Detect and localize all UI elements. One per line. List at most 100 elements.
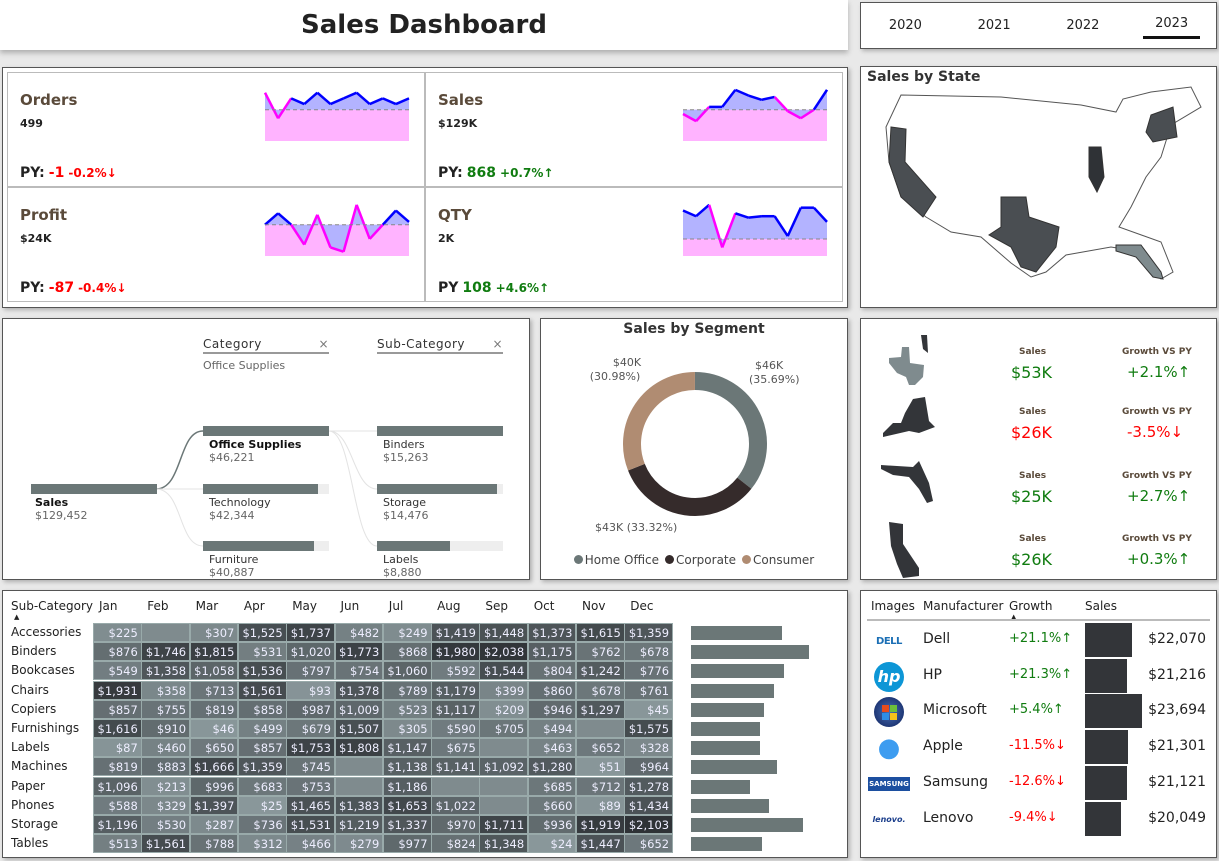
month-header-apr[interactable]: Apr — [243, 599, 265, 613]
matrix-cell: $1,092 — [479, 757, 529, 777]
row-label: Chairs — [11, 682, 49, 697]
matrix-cell — [479, 738, 529, 758]
column-header-manufacturer[interactable]: Manufacturer — [923, 599, 1004, 613]
kpi-cards: Orders 499 PY: -1 -0.2%↓ Sales $129K PY: 868 +0.7… — [2, 67, 848, 308]
legend-label: Home Office — [584, 553, 660, 567]
row-label: Copiers — [11, 701, 57, 716]
sales-by-segment: Sales by Segment $46K (35.69%) $43K (33.32… — [540, 318, 848, 580]
year-2020[interactable]: 2020 — [888, 18, 922, 33]
spark-segment — [761, 95, 775, 102]
month-header-dec[interactable]: Dec — [630, 599, 654, 613]
manufacturer-row[interactable]: Microsoft +5.4%↑ $23,694 — [861, 694, 1218, 730]
year-2023[interactable]: 2023 — [1143, 12, 1201, 39]
label-home-office-pct: (35.69%) — [749, 373, 800, 386]
manufacturer-row[interactable]: lenovo. Lenovo -9.4%↓ $20,049 — [861, 801, 1218, 838]
close-icon[interactable]: × — [318, 337, 329, 351]
manufacturer-name: HP — [923, 666, 942, 683]
label-corporate: $43K (33.32%) — [595, 521, 677, 534]
month-header-aug[interactable]: Aug — [437, 599, 461, 613]
manufacturer-sales: $23,694 — [1148, 702, 1206, 719]
matrix-cell: $789 — [382, 680, 432, 700]
matrix-cell: $93 — [286, 680, 335, 700]
spark-segment — [368, 223, 384, 240]
row-total-bar — [691, 818, 803, 832]
matrix-cell: $1,507 — [334, 719, 384, 738]
close-icon[interactable]: × — [492, 337, 503, 351]
column-header-sales[interactable]: Sales — [1085, 599, 1117, 613]
sort-ascending-icon: ▲ — [1011, 613, 1017, 621]
matrix-cell: $1,348 — [479, 834, 529, 854]
sales-root-bar[interactable] — [31, 484, 157, 494]
category-0-bar[interactable] — [203, 426, 329, 436]
legend-dot — [665, 555, 675, 564]
manufacturer-growth: +21.3%↑ — [1009, 666, 1073, 682]
manufacturer-row[interactable]: hp HP +21.3%↑ $21,216 — [861, 658, 1218, 695]
legend-item[interactable]: Consumer — [742, 553, 814, 567]
matrix-cell: $1,096 — [93, 776, 142, 796]
matrix-cell: $1,280 — [527, 757, 577, 777]
category-header[interactable]: Category × — [203, 337, 329, 354]
month-header-nov[interactable]: Nov — [582, 599, 606, 613]
growth-label: Growth VS PY — [1122, 534, 1192, 544]
subcategory-header[interactable]: Sub-Category × — [377, 337, 503, 354]
matrix-cell: $857 — [237, 738, 287, 758]
matrix-cell: $1,117 — [431, 699, 480, 719]
dashboard-title: Sales Dashboard — [0, 0, 848, 50]
row-total-bar — [691, 645, 809, 660]
row-total-bar — [691, 798, 769, 813]
row-total-bar — [691, 626, 782, 640]
matrix-cell: $776 — [624, 661, 674, 681]
matrix-cell: $1,358 — [141, 661, 191, 681]
row-label: Furnishings — [11, 721, 80, 735]
subcategory-2-bar[interactable] — [377, 541, 503, 551]
microsoft-logo-icon — [871, 697, 907, 728]
manufacturer-row[interactable]: DELL Dell +21.1%↑ $22,070 — [861, 623, 1218, 659]
py-delta: -87 — [48, 280, 75, 296]
matrix-cell: $705 — [479, 719, 529, 738]
manufacturer-row[interactable]: SAMSUNG Samsung -12.6%↓ $21,121 — [861, 765, 1218, 802]
month-header-mar[interactable]: Mar — [195, 599, 219, 613]
matrix-cell: $1,575 — [624, 719, 674, 738]
matrix-cell: $1,525 — [237, 623, 287, 642]
matrix-cell: $279 — [334, 834, 384, 854]
month-header-oct[interactable]: Oct — [533, 599, 555, 613]
month-header-sep[interactable]: Sep — [485, 599, 509, 613]
month-header-feb[interactable]: Feb — [147, 599, 169, 613]
matrix-cell: $1,616 — [93, 719, 142, 738]
subcategory-1-bar[interactable] — [377, 484, 503, 494]
matrix-cell — [479, 776, 529, 796]
kpi-name: Sales — [438, 91, 484, 109]
legend-item[interactable]: Corporate — [665, 553, 736, 567]
header-divider — [867, 619, 1210, 621]
state-california — [888, 126, 937, 218]
matrix-cell: $883 — [141, 757, 191, 777]
matrix-cell: $588 — [93, 795, 142, 815]
subcategory-0-bar[interactable] — [377, 426, 503, 436]
kpi-py: PY 108 +4.6%↑ — [438, 280, 549, 296]
hp-logo-icon: hp — [871, 661, 907, 692]
node-value: $40,887 — [209, 566, 255, 579]
us-map[interactable] — [861, 67, 1218, 309]
kpi-value: $129K — [438, 117, 478, 130]
category-2-bar[interactable] — [203, 541, 329, 551]
spark-segment — [329, 97, 345, 106]
category-filter: Office Supplies — [203, 359, 286, 372]
spark-segment — [382, 97, 397, 106]
py-label: PY: — [20, 165, 45, 181]
above-area — [683, 89, 827, 122]
matrix-cell: $46 — [189, 719, 239, 738]
month-header-may[interactable]: May — [292, 599, 317, 613]
month-header-jul[interactable]: Jul — [388, 599, 404, 613]
subcategory-header[interactable]: Sub-Category — [11, 599, 93, 613]
legend-item[interactable]: Home Office — [573, 553, 660, 567]
year-2022[interactable]: 2022 — [1066, 18, 1100, 33]
py-delta: 108 — [462, 280, 492, 296]
matrix-cell: $89 — [576, 795, 625, 815]
column-header-images[interactable]: Images — [871, 599, 915, 613]
manufacturer-row[interactable]: ● Apple -11.5%↓ $21,301 — [861, 730, 1218, 766]
year-2021[interactable]: 2021 — [977, 18, 1011, 33]
category-1-bar[interactable] — [203, 484, 329, 494]
month-header-jun[interactable]: Jun — [340, 599, 360, 613]
month-header-jan[interactable]: Jan — [99, 599, 118, 613]
column-header-growth[interactable]: Growth — [1009, 599, 1053, 613]
